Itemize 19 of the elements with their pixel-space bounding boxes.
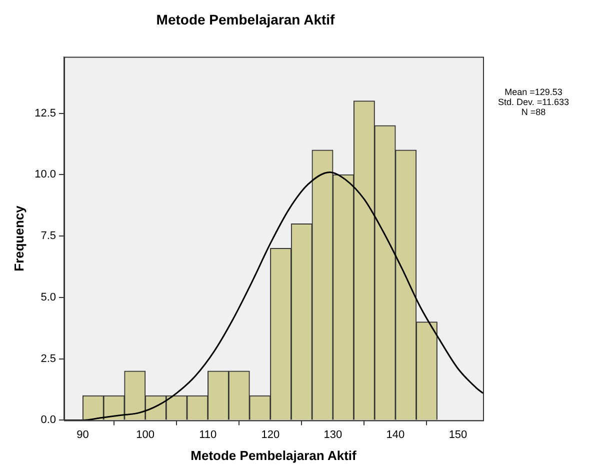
x-tick-label: 140	[386, 428, 405, 441]
chart-title: Metode Pembelajaran Aktif	[156, 11, 336, 28]
y-tick-label: 7.5	[40, 230, 56, 242]
y-tick-label: 12.5	[34, 107, 56, 120]
x-tick-label: 150	[448, 428, 468, 441]
text: Mean =129.53	[504, 87, 564, 97]
y-tick-label: 5.0	[40, 291, 56, 304]
x-axis-title: Metode Pembelajaran Aktif	[190, 448, 358, 463]
x-tick-label: 100	[136, 428, 154, 441]
y-axis-title: Frequency	[11, 204, 26, 272]
y-tick-label: 2.5	[40, 352, 56, 365]
x-tick-label: 120	[261, 428, 280, 441]
x-tick-label: 110	[199, 428, 217, 441]
x-tick-label: 90	[76, 428, 89, 441]
y-tick-label: 0.0	[40, 414, 56, 426]
text: Std. Dev. =11.633	[498, 97, 569, 107]
x-tick-label: 130	[324, 428, 342, 441]
y-tick-label: 10.0	[34, 168, 56, 181]
text: N =88	[520, 107, 547, 117]
